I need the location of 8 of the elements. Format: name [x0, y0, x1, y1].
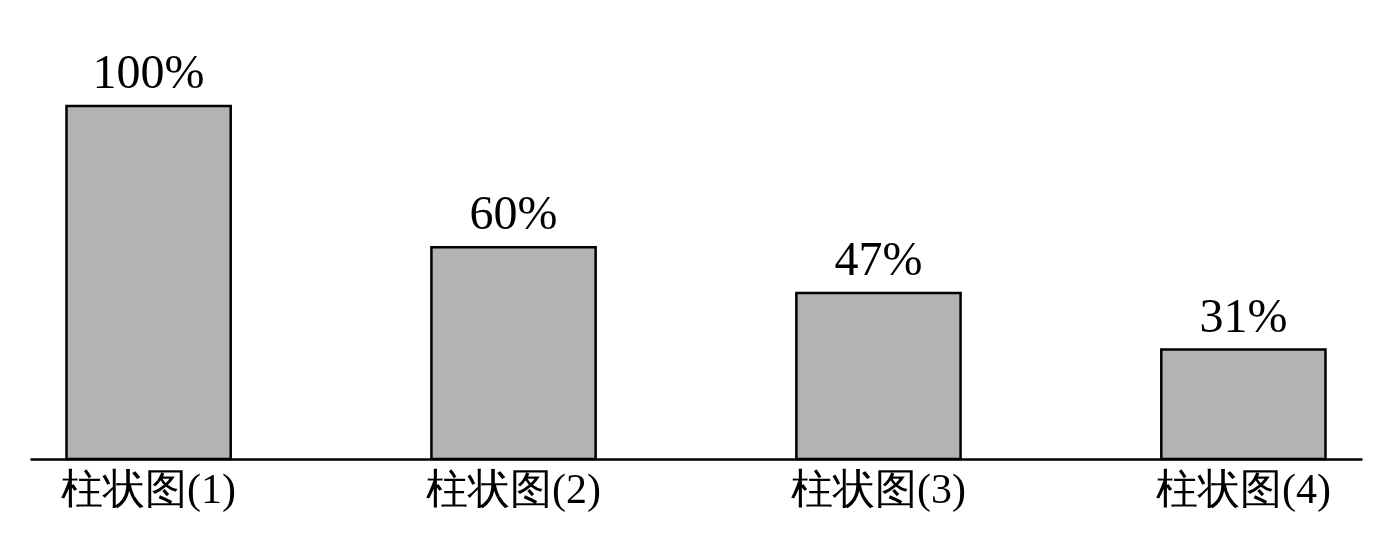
x-tick-label: 柱状图(1)	[61, 465, 237, 513]
x-tick-label: 柱状图(2)	[426, 465, 602, 513]
data-label: 60%	[469, 186, 558, 240]
data-label: 47%	[834, 232, 923, 286]
data-label: 100%	[92, 45, 205, 98]
data-label: 31%	[1199, 288, 1288, 342]
x-tick-label: 柱状图(4)	[1155, 465, 1331, 513]
x-tick-label: 柱状图(3)	[790, 465, 966, 513]
